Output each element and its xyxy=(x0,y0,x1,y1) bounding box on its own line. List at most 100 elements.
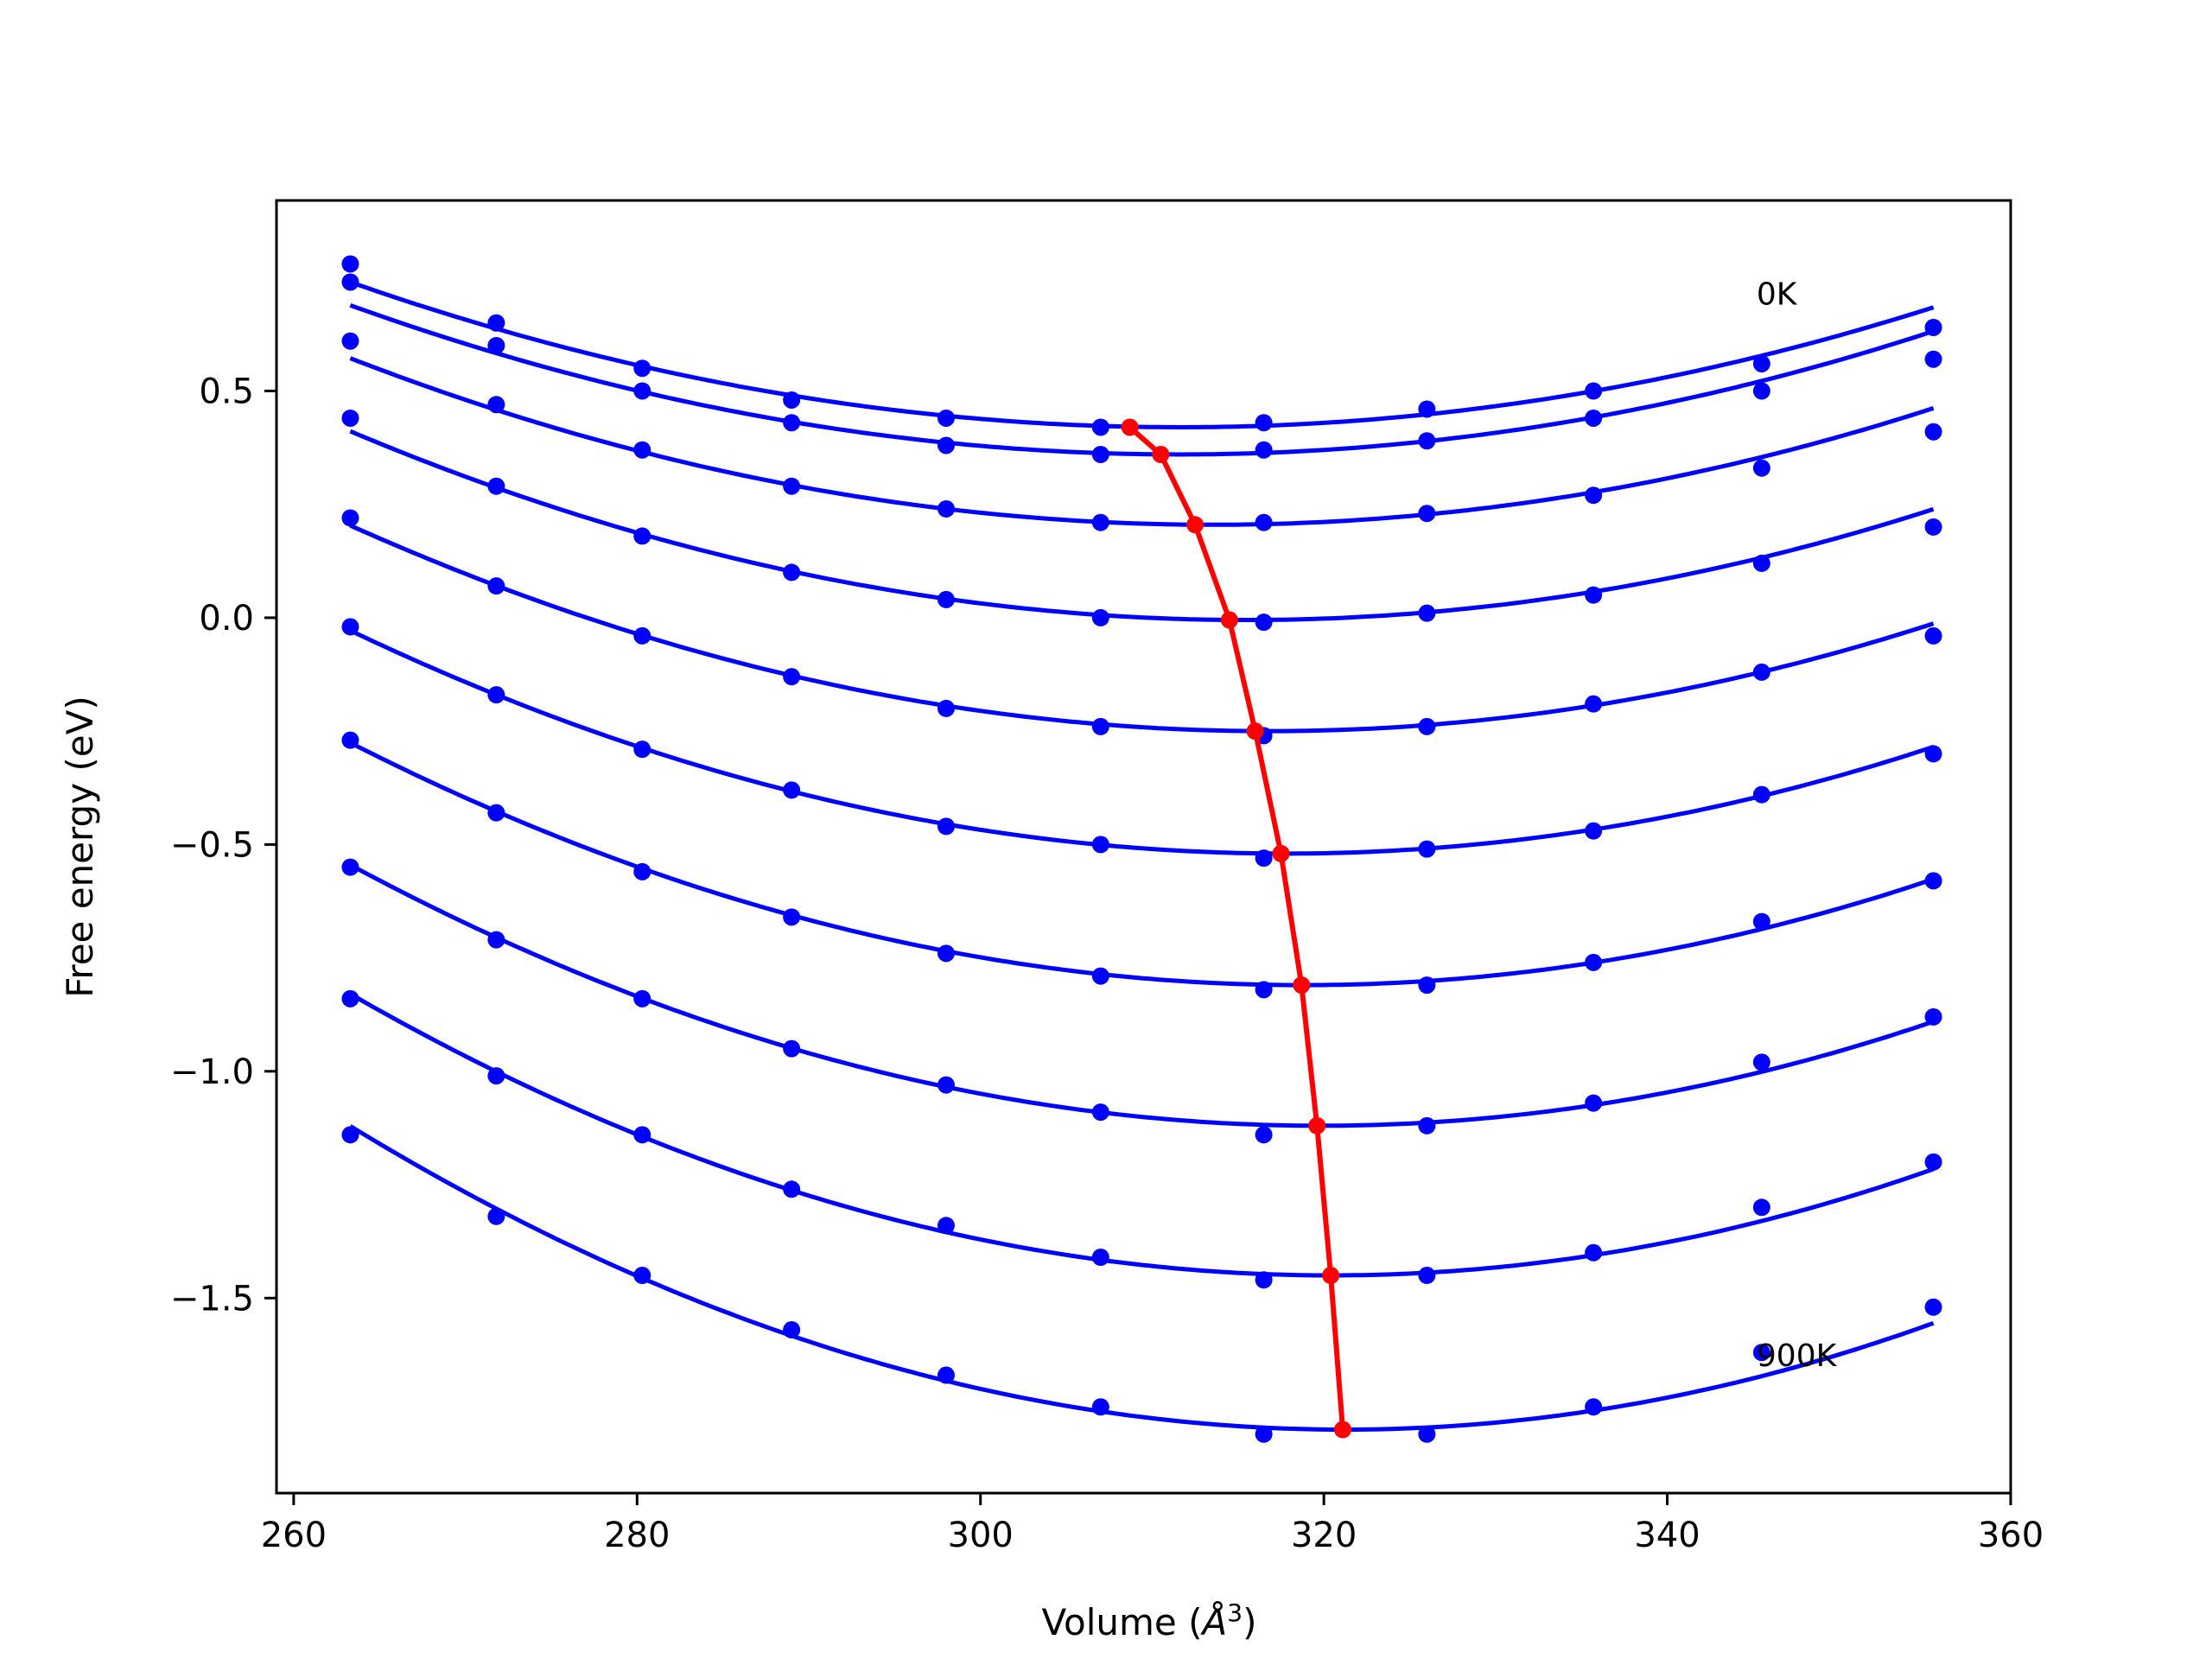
data-point xyxy=(633,527,652,545)
minimum-point xyxy=(1334,1421,1352,1439)
data-point xyxy=(1752,554,1770,572)
data-point xyxy=(937,699,955,717)
data-point xyxy=(633,741,652,759)
data-point xyxy=(783,781,801,799)
data-point xyxy=(487,314,505,332)
data-point xyxy=(487,396,505,414)
data-point xyxy=(487,931,505,949)
data-point xyxy=(1752,382,1770,400)
data-point xyxy=(633,862,652,880)
data-point xyxy=(341,858,359,876)
data-point xyxy=(1255,513,1273,531)
fit-curve-5 xyxy=(349,628,1935,856)
data-point xyxy=(783,414,801,432)
data-point xyxy=(633,382,652,400)
data-point xyxy=(1752,459,1770,477)
data-point xyxy=(633,359,652,378)
minimum-point xyxy=(1220,611,1238,629)
data-point xyxy=(1255,1271,1273,1289)
data-point xyxy=(487,804,505,822)
data-point xyxy=(487,477,505,495)
data-point xyxy=(1255,849,1273,868)
minimum-point xyxy=(1152,445,1170,463)
data-point xyxy=(1418,604,1436,622)
data-point xyxy=(1091,717,1109,735)
data-point xyxy=(783,668,801,686)
data-point xyxy=(1924,745,1942,763)
data-point xyxy=(633,989,652,1007)
data-point xyxy=(1091,513,1109,531)
data-point xyxy=(1091,1249,1109,1267)
data-point xyxy=(1924,350,1942,368)
data-point xyxy=(487,577,505,595)
fit-curve-0 xyxy=(349,280,1935,430)
data-point xyxy=(1585,486,1603,505)
data-point xyxy=(487,1207,505,1225)
data-point xyxy=(937,944,955,963)
data-point xyxy=(1585,1243,1603,1262)
data-point xyxy=(341,332,359,350)
data-point xyxy=(487,1067,505,1085)
data-point xyxy=(341,731,359,749)
data-point xyxy=(783,1321,801,1339)
x-tick-label: 360 xyxy=(1978,1516,2044,1555)
y-tick-label: −1.0 xyxy=(170,1052,254,1092)
x-tick-label: 260 xyxy=(261,1516,327,1555)
data-point xyxy=(1924,626,1942,645)
y-tick-label: −1.5 xyxy=(170,1279,254,1319)
fit-curve-1 xyxy=(349,302,1935,457)
data-point xyxy=(1585,1094,1603,1112)
data-point xyxy=(1752,1053,1770,1071)
data-point xyxy=(1418,1267,1436,1285)
fit-curve-7 xyxy=(349,862,1935,1128)
data-point xyxy=(783,391,801,409)
data-point xyxy=(633,1126,652,1144)
data-point xyxy=(487,336,505,354)
fit-curve-9 xyxy=(349,1124,1935,1432)
x-tick-label: 300 xyxy=(948,1516,1014,1555)
temperature-label: 0K xyxy=(1757,277,1798,313)
x-tick-label: 320 xyxy=(1291,1516,1357,1555)
data-point xyxy=(1255,414,1273,432)
temperature-label: 900K xyxy=(1757,1338,1838,1374)
y-tick-label: −0.5 xyxy=(170,825,254,865)
x-axis-title-close: ) xyxy=(1243,1601,1256,1643)
data-point xyxy=(1255,981,1273,999)
minimum-point xyxy=(1322,1267,1340,1285)
x-axis-title-text: Volume ( xyxy=(1042,1601,1203,1643)
data-point xyxy=(341,409,359,427)
fit-curve-6 xyxy=(349,741,1935,988)
data-point xyxy=(1255,441,1273,459)
plot-frame xyxy=(275,199,2012,1495)
data-point xyxy=(1924,318,1942,336)
data-point xyxy=(937,1076,955,1094)
data-point xyxy=(1091,445,1109,463)
data-point xyxy=(1924,423,1942,441)
fit-curve-4 xyxy=(349,523,1935,734)
data-point xyxy=(783,477,801,495)
minimum-point xyxy=(1293,976,1311,995)
data-point xyxy=(1418,1116,1436,1135)
data-point xyxy=(937,817,955,836)
fit-curve-3 xyxy=(349,429,1935,622)
data-point xyxy=(1752,1344,1770,1362)
data-point xyxy=(341,255,359,273)
data-point xyxy=(1752,785,1770,804)
y-axis-title: Free energy (eV) xyxy=(59,696,101,998)
data-point xyxy=(1091,1398,1109,1416)
x-axis-title: Volume (Å3) xyxy=(1042,1599,1257,1643)
data-point xyxy=(1418,840,1436,858)
data-point xyxy=(1585,409,1603,427)
data-point xyxy=(937,590,955,608)
data-point xyxy=(937,1366,955,1384)
fit-curve-8 xyxy=(349,992,1935,1278)
data-point xyxy=(937,499,955,518)
data-point xyxy=(783,563,801,582)
data-point xyxy=(1924,1153,1942,1171)
data-point xyxy=(341,989,359,1007)
y-ticks: 0.5 0.0 −0.5 −1.0 −1.5 xyxy=(170,372,276,1319)
data-point xyxy=(1585,1398,1603,1416)
minimum-point xyxy=(1308,1116,1326,1135)
data-point xyxy=(1418,505,1436,523)
